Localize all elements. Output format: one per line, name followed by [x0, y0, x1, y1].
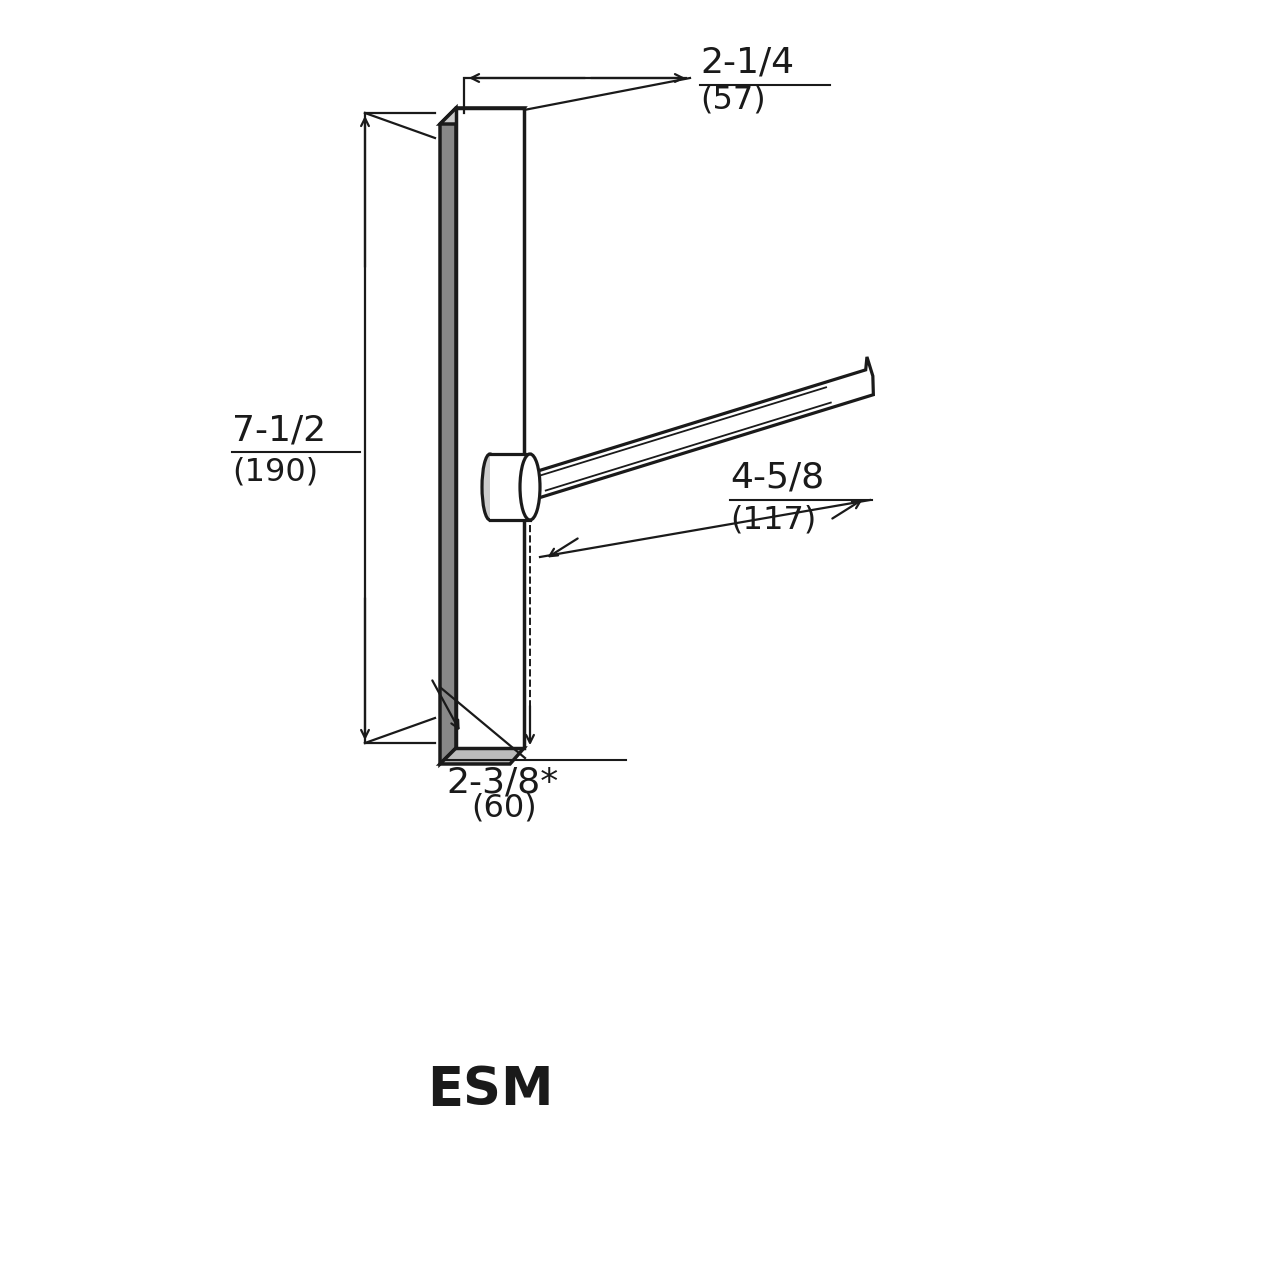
- Text: (190): (190): [232, 457, 319, 488]
- Polygon shape: [490, 454, 530, 520]
- Text: 4-5/8: 4-5/8: [730, 460, 824, 494]
- Polygon shape: [440, 108, 456, 764]
- Text: 7-1/2: 7-1/2: [232, 413, 326, 447]
- Polygon shape: [440, 748, 524, 764]
- Ellipse shape: [483, 454, 498, 520]
- Text: ESM: ESM: [426, 1064, 553, 1116]
- Ellipse shape: [520, 454, 540, 520]
- Text: 2-1/4: 2-1/4: [700, 45, 794, 79]
- Text: 2-3/8*: 2-3/8*: [445, 765, 558, 800]
- Polygon shape: [440, 108, 524, 124]
- Text: (57): (57): [700, 84, 765, 115]
- Text: (60): (60): [471, 792, 536, 823]
- Polygon shape: [456, 108, 524, 748]
- Text: (117): (117): [730, 504, 817, 535]
- Polygon shape: [531, 357, 873, 498]
